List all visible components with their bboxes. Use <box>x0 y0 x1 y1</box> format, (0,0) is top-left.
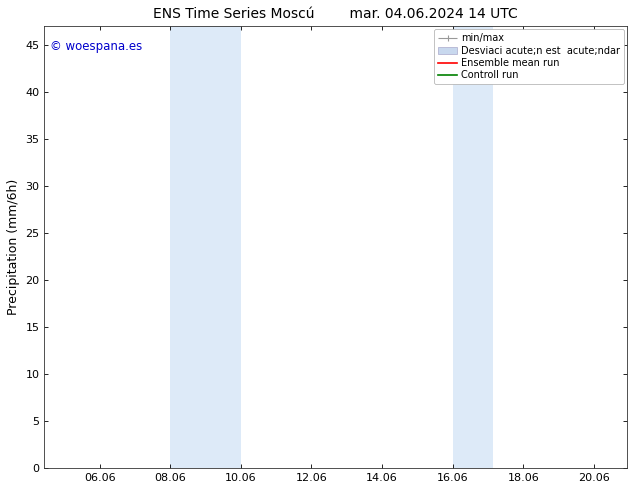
Title: ENS Time Series Moscú        mar. 04.06.2024 14 UTC: ENS Time Series Moscú mar. 04.06.2024 14… <box>153 7 518 21</box>
Y-axis label: Precipitation (mm/6h): Precipitation (mm/6h) <box>7 179 20 316</box>
Text: © woespana.es: © woespana.es <box>50 40 143 52</box>
Legend: min/max, Desviaci acute;n est  acute;ndar, Ensemble mean run, Controll run: min/max, Desviaci acute;n est acute;ndar… <box>434 29 624 84</box>
Bar <box>453 26 493 468</box>
Bar <box>170 26 241 468</box>
